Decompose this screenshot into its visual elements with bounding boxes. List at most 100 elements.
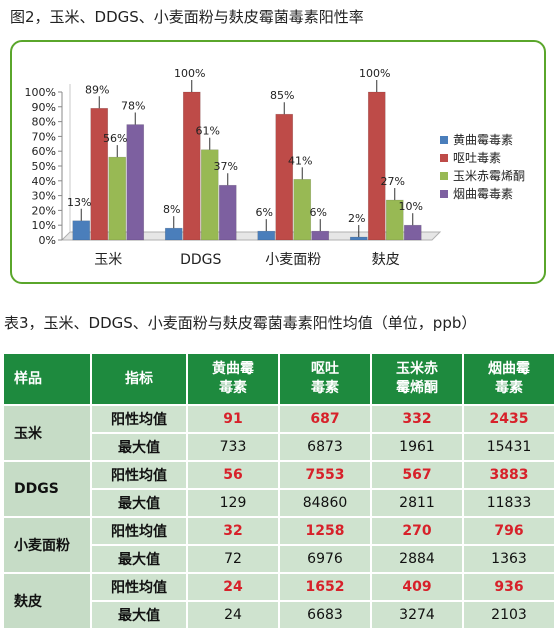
data-label: 41% (288, 154, 312, 167)
bar (90, 107, 109, 241)
bar (367, 91, 386, 241)
value-cell: 84860 (280, 490, 370, 516)
y-tick-label: 70% (32, 130, 56, 143)
y-tick-label: 60% (32, 145, 56, 158)
y-tick-label: 90% (32, 101, 56, 114)
legend-label: 玉米赤霉烯酮 (453, 169, 525, 183)
y-tick-label: 20% (32, 204, 56, 217)
value-cell: 2811 (372, 490, 462, 516)
value-cell: 332 (372, 406, 462, 432)
header-fumonisin-line2: 毒素 (495, 380, 523, 396)
y-tick-label: 40% (32, 175, 56, 188)
y-tick-label: 0% (39, 234, 56, 247)
table-row: 小麦面粉 阳性均值 32 1258 270 796 (4, 518, 554, 572)
header-sample: 样品 (4, 354, 90, 404)
value-cell: 11833 (464, 490, 554, 516)
chart-frame: 0% 10% 20% 30% 40% 50% 60% 70% 80% 90% 100% 13% 89% 5… (10, 40, 546, 284)
value-cell: 15431 (464, 434, 554, 460)
bar (72, 220, 91, 241)
data-label: 89% (85, 83, 109, 96)
data-label: 6% (310, 206, 327, 219)
value-cell: 567 (372, 462, 462, 488)
data-label: 56% (103, 132, 127, 145)
x-tick-label: DDGS (180, 252, 221, 268)
legend-label: 黄曲霉毒素 (453, 133, 513, 147)
value-cell: 6873 (280, 434, 370, 460)
data-label: 27% (381, 175, 405, 188)
bar (349, 236, 368, 241)
header-don: 呕吐 毒素 (280, 354, 370, 404)
y-tick-label: 10% (32, 219, 56, 232)
value-cell: 796 (464, 518, 554, 544)
value-cell: 687 (280, 406, 370, 432)
table-row: 最大值 129 84860 2811 11833 (4, 490, 554, 516)
data-label: 78% (121, 100, 145, 113)
value-cell: 1258 (280, 518, 370, 544)
metric-cell: 最大值 (92, 546, 186, 572)
value-cell: 56 (188, 462, 278, 488)
table-row: 最大值 72 6976 2884 1363 (4, 546, 554, 572)
metric-cell: 最大值 (92, 490, 186, 516)
header-zea-line1: 玉米赤 (396, 361, 438, 377)
header-zea-line2: 霉烯酮 (396, 380, 438, 396)
value-cell: 24 (188, 602, 278, 628)
table-row: 麸皮 阳性均值 24 1652 409 936 (4, 574, 554, 628)
data-label: 13% (67, 196, 91, 209)
x-tick-label: 玉米 (94, 252, 122, 268)
x-tick-label: 小麦面粉 (265, 252, 321, 268)
legend-label: 烟曲霉毒素 (453, 187, 513, 201)
value-cell: 270 (372, 518, 462, 544)
value-cell: 2435 (464, 406, 554, 432)
data-label: 100% (174, 67, 205, 80)
data-label: 61% (196, 125, 220, 138)
legend-swatch (440, 154, 448, 162)
y-tick-label: 50% (32, 160, 56, 173)
header-don-line2: 毒素 (311, 380, 339, 396)
value-cell: 409 (372, 574, 462, 600)
table-header-row: 样品 指标 黄曲霉 毒素 呕吐 毒素 玉米赤 霉烯酮 烟曲霉 毒素 (4, 354, 554, 404)
y-tick-label: 100% (25, 86, 56, 99)
value-cell: 24 (188, 574, 278, 600)
bar (293, 179, 312, 241)
metric-cell: 最大值 (92, 602, 186, 628)
data-label: 2% (348, 212, 365, 225)
legend-label: 呕吐毒素 (453, 151, 501, 165)
metric-cell: 最大值 (92, 434, 186, 460)
bar (311, 230, 330, 241)
sample-cell: DDGS (4, 462, 90, 516)
value-cell: 129 (188, 490, 278, 516)
value-cell: 72 (188, 546, 278, 572)
data-label: 37% (214, 160, 238, 173)
value-cell: 2884 (372, 546, 462, 572)
value-cell: 3274 (372, 602, 462, 628)
header-aflatoxin-line2: 毒素 (219, 380, 247, 396)
bar (164, 227, 183, 241)
bar (182, 91, 201, 241)
value-cell: 2103 (464, 602, 554, 628)
legend-swatch (440, 190, 448, 198)
header-aflatoxin-line1: 黄曲霉 (212, 361, 254, 377)
value-cell: 733 (188, 434, 278, 460)
table-row: 最大值 24 6683 3274 2103 (4, 602, 554, 628)
y-tick-label: 80% (32, 116, 56, 129)
metric-cell: 阳性均值 (92, 406, 186, 432)
header-zea: 玉米赤 霉烯酮 (372, 354, 462, 404)
table-row: DDGS 阳性均值 56 7553 567 3883 (4, 462, 554, 516)
header-don-line1: 呕吐 (311, 361, 339, 377)
value-cell: 1652 (280, 574, 370, 600)
data-label: 100% (359, 67, 390, 80)
bar (403, 224, 422, 241)
sample-cell: 玉米 (4, 406, 90, 460)
value-cell: 6683 (280, 602, 370, 628)
legend-swatch (440, 136, 448, 144)
value-cell: 1961 (372, 434, 462, 460)
table-row: 玉米 阳性均值 91 687 332 2435 (4, 406, 554, 460)
legend-swatch (440, 172, 448, 180)
header-aflatoxin: 黄曲霉 毒素 (188, 354, 278, 404)
header-fumonisin: 烟曲霉 毒素 (464, 354, 554, 404)
metric-cell: 阳性均值 (92, 462, 186, 488)
table-title: 表3，玉米、DDGS、小麦面粉与麸皮霉菌毒素阳性均值（单位，ppb） (4, 314, 477, 332)
data-label: 8% (163, 203, 180, 216)
figure-title: 图2，玉米、DDGS、小麦面粉与麸皮霉菌毒素阳性率 (10, 8, 364, 26)
y-tick-label: 30% (32, 190, 56, 203)
